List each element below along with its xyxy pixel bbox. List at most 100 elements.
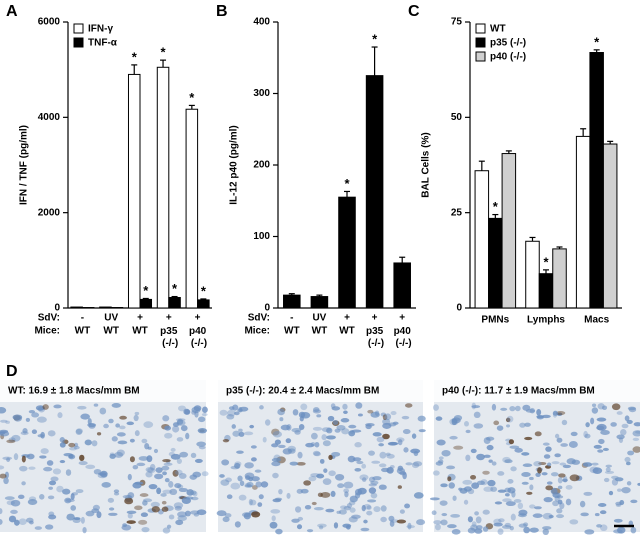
cell [168, 451, 175, 457]
cell [319, 525, 324, 530]
cell [74, 442, 79, 448]
cell [314, 441, 320, 448]
cell [271, 428, 280, 436]
treatment-label: + [399, 313, 405, 324]
cell [312, 409, 322, 414]
bar [99, 306, 112, 309]
cell [313, 507, 324, 511]
cell [493, 420, 500, 426]
cell [234, 411, 240, 416]
cell [522, 404, 531, 411]
bar [488, 217, 503, 309]
cell [385, 452, 391, 456]
cell [190, 452, 197, 459]
cell [119, 425, 126, 430]
cell [611, 478, 619, 486]
cell [3, 477, 9, 485]
cell [111, 436, 118, 442]
image-caption: p35 (-/-): 20.4 ± 2.4 Macs/mm BM [226, 386, 379, 397]
cell [449, 418, 459, 426]
y-tick-label: 100 [253, 231, 270, 242]
cell [411, 462, 420, 469]
bar [338, 196, 356, 309]
cell [476, 480, 485, 486]
x-tick-label: p40 (-/-) [393, 326, 412, 349]
cell [170, 453, 181, 460]
cell [305, 442, 315, 448]
cell [161, 500, 167, 505]
cell [295, 506, 302, 513]
cell [446, 465, 456, 470]
cell [156, 487, 162, 495]
cell [50, 476, 59, 482]
cell [331, 451, 341, 457]
cell [473, 411, 481, 418]
cell [139, 493, 149, 497]
cell [529, 504, 536, 509]
y-tick-label: 4000 [38, 112, 61, 123]
legend-swatch [475, 23, 486, 34]
cell [238, 431, 245, 437]
cell [65, 469, 72, 476]
cell [494, 501, 503, 505]
cell [600, 429, 610, 436]
cell [148, 483, 158, 490]
cell [378, 443, 384, 447]
cell [328, 454, 333, 460]
cell [361, 504, 366, 512]
cell [438, 456, 444, 460]
cell [440, 483, 448, 488]
cell [349, 507, 356, 513]
cell [496, 425, 504, 431]
cell [529, 527, 539, 533]
cell [624, 415, 630, 422]
cell [246, 481, 254, 488]
cell [170, 447, 176, 452]
cell [376, 436, 385, 443]
cell [221, 459, 230, 466]
cell [109, 453, 116, 459]
cell [535, 472, 541, 477]
cell [463, 499, 469, 505]
cell [178, 487, 188, 493]
cell [113, 489, 120, 494]
cell [591, 407, 599, 414]
cell [471, 521, 477, 527]
cell [178, 472, 187, 479]
cell [348, 424, 357, 429]
cell [370, 492, 378, 499]
cell [343, 506, 351, 511]
cell [498, 518, 505, 523]
cell [605, 467, 611, 472]
cell [584, 529, 595, 535]
cell [361, 477, 367, 482]
cell [632, 437, 640, 442]
cell [176, 458, 182, 464]
cell [87, 422, 97, 428]
x-tick-label: WT [312, 326, 328, 337]
legend-swatch [73, 37, 84, 48]
row-label: SdV: [38, 313, 60, 324]
cell [172, 422, 179, 427]
cell [617, 488, 622, 492]
cell [404, 403, 413, 408]
cell [201, 413, 208, 417]
cell [519, 422, 526, 428]
cell [8, 437, 16, 443]
cell [59, 460, 66, 464]
cell [453, 445, 464, 450]
cell [322, 478, 332, 486]
cell [542, 526, 552, 530]
cell [583, 491, 593, 496]
cell [569, 474, 580, 482]
significance-star: * [594, 34, 600, 49]
cell [365, 424, 372, 430]
cell [506, 415, 514, 423]
cell [184, 510, 191, 517]
cell [138, 456, 149, 461]
cell [244, 462, 254, 469]
cell [482, 526, 489, 532]
cell [474, 528, 483, 534]
cell [85, 464, 96, 470]
cell [65, 498, 75, 503]
